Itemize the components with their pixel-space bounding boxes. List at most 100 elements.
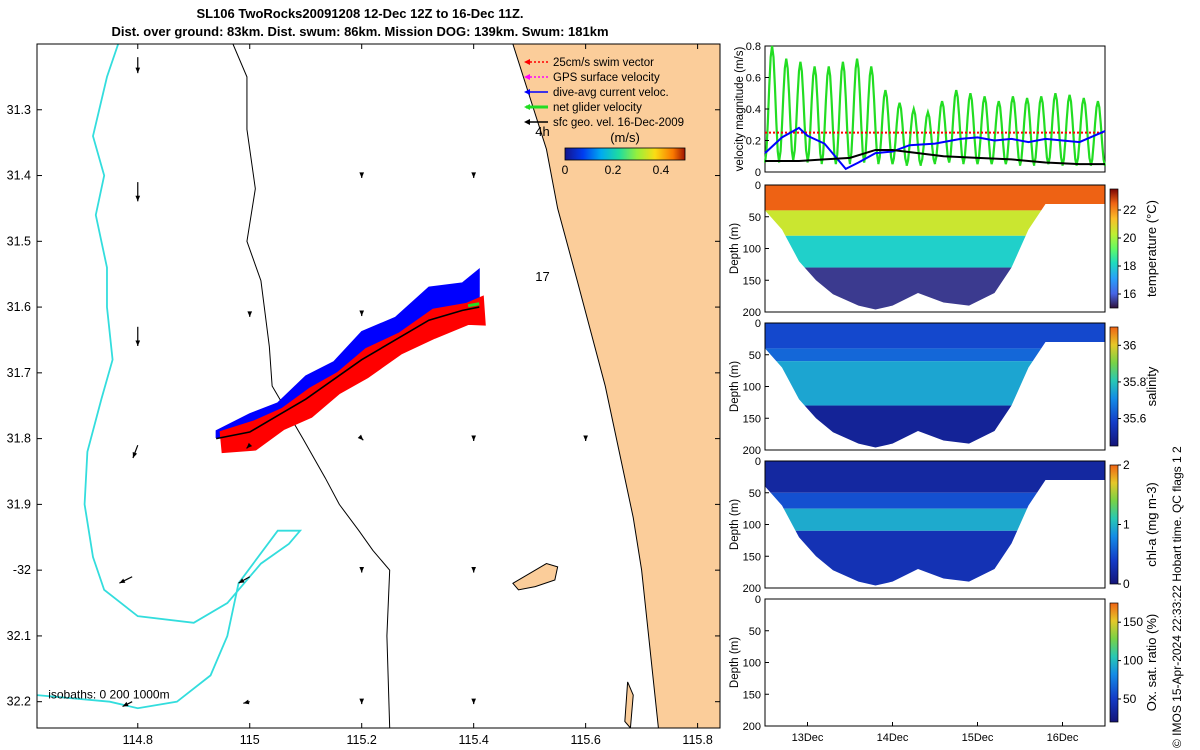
heatmap-y-tick-label-3-1: 50 <box>749 626 761 638</box>
net-glider-velocity <box>467 302 480 308</box>
footer-note: © IMOS 15-Apr-2024 22:33:22 Hobart time.… <box>1170 446 1184 748</box>
heatmap-layer-2-1 <box>765 492 1105 509</box>
legend-label-3: net glider velocity <box>553 102 642 114</box>
geo-vector-head-18 <box>471 698 477 705</box>
velocity-y-tick-label-4: 0.8 <box>746 41 761 53</box>
geo-vector-head-4 <box>119 578 126 584</box>
geo-vector-head-11 <box>359 310 365 317</box>
heatmap-y-tick-label-1-3: 150 <box>743 413 761 425</box>
velocity-y-tick-label-0: 0 <box>755 167 761 179</box>
map-y-tick-label-5: 31.8 <box>7 432 31 446</box>
heatmap-colorbar-tick-label-2-0: 0 <box>1123 577 1130 591</box>
map-annotation-2: isobaths: 0 200 1000m <box>48 687 169 701</box>
heatmap-y-tick-label-2-3: 150 <box>743 551 761 563</box>
heatmap-colorbar-2 <box>1109 464 1119 585</box>
heatmap-colorbar-label-0: temperature (°C) <box>1144 200 1159 297</box>
heatmap-y-tick-label-0-0: 0 <box>755 180 761 192</box>
heatmap-panel-2: 0 50 100 150 200 Depth (m) 0 1 2 chl-a (mg m-3) <box>729 456 1159 595</box>
heatmap-ylabel-3: Depth (m) <box>729 637 741 688</box>
colorbar <box>564 147 686 161</box>
coastline-land <box>512 44 720 728</box>
heatmap-colorbar-tick-label-3-2: 150 <box>1123 615 1143 629</box>
colorbar-tick-0: 0 <box>562 163 569 177</box>
heatmap-x-tick-label-1: 14Dec <box>877 732 909 744</box>
heatmap-y-tick-label-2-0: 0 <box>755 456 761 468</box>
map-y-tick-label-8: 32.1 <box>7 629 31 643</box>
map-frame <box>36 43 721 729</box>
legend-arrowhead-0 <box>524 59 530 65</box>
colorbar-tick-1: 0.2 <box>605 163 622 177</box>
heatmap-x-tick-label-0: 13Dec <box>792 732 824 744</box>
velocity-series-net-glider <box>763 45 1107 166</box>
geo-vector-head-6 <box>238 578 245 584</box>
geo-vector-head-0 <box>135 67 141 74</box>
heatmap-y-tick-label-1-2: 100 <box>743 382 761 394</box>
heatmap-panel-0: 0 50 100 150 200 Depth (m) 16 18 20 22 temperature… <box>729 180 1159 319</box>
heatmap-y-tick-label-0-4: 200 <box>743 307 761 319</box>
velocity-y-tick-label-3: 0.6 <box>746 73 761 85</box>
sfc-geo-vectors <box>119 57 588 708</box>
heatmap-colorbar-label-3: Ox. sat. ratio (%) <box>1144 614 1159 712</box>
chart-title: SL106 TwoRocks20091208 12-Dec 12Z to 16-… <box>196 6 524 21</box>
heatmap-colorbar-tick-label-1-2: 36 <box>1123 338 1137 352</box>
map-content: 4h 17 isobaths: 0 200 1000m <box>37 44 720 728</box>
heatmap-ylabel-2: Depth (m) <box>729 499 741 550</box>
map-x-tick-label-0: 114.8 <box>123 733 153 747</box>
heatmap-ylabel-1: Depth (m) <box>729 361 741 412</box>
legend-label-1: GPS surface velocity <box>553 72 660 84</box>
map-y-tick-label-4: 31.7 <box>7 366 31 380</box>
geo-vector-head-15 <box>471 172 477 178</box>
heatmap-y-tick-label-1-4: 200 <box>743 445 761 457</box>
heatmap-y-tick-label-2-4: 200 <box>743 583 761 595</box>
colorbar-label: (m/s) <box>610 130 640 145</box>
heatmap-colorbar-tick-label-2-1: 1 <box>1123 518 1130 532</box>
geo-vector-head-19 <box>583 435 588 442</box>
isobath-1000m <box>37 44 303 710</box>
heatmap-colorbar-label-1: salinity <box>1144 366 1159 406</box>
geo-vector-head-16 <box>471 435 477 442</box>
geo-vector-head-14 <box>359 698 365 705</box>
map-y-tick-label-6: 31.9 <box>7 497 31 511</box>
geo-vector-head-1 <box>135 195 141 202</box>
map-y-tick-label-0: 31.3 <box>7 103 31 117</box>
map-panel: 4h 17 isobaths: 0 200 1000m 25cm/s swim vec… <box>7 43 721 747</box>
heatmap-background-3 <box>765 599 1105 726</box>
heatmap-colorbar-tick-label-0-1: 18 <box>1123 259 1137 273</box>
heatmap-y-tick-label-0-2: 100 <box>743 244 761 256</box>
heatmap-colorbar-0 <box>1109 188 1119 309</box>
map-x-tick-label-4: 115.6 <box>570 733 600 747</box>
velocity-frame <box>764 45 1106 173</box>
geo-vector-head-3 <box>132 451 138 458</box>
map-x-tick-label-2: 115.2 <box>347 733 377 747</box>
velocity-series-2 <box>764 126 1106 171</box>
heatmap-colorbar-tick-label-3-0: 50 <box>1123 692 1137 706</box>
velocity-y-tick-label-2: 0.4 <box>746 104 761 116</box>
map-x-tick-label-3: 115.4 <box>458 733 488 747</box>
heatmap-y-tick-label-3-3: 150 <box>743 689 761 701</box>
legend-label-2: dive-avg current veloc. <box>553 87 669 99</box>
velocity-series-3 <box>765 148 1105 166</box>
geo-vector-head-13 <box>359 567 365 573</box>
map-x-tick-label-5: 115.8 <box>682 733 712 747</box>
geo-vector-head-10 <box>359 172 365 178</box>
geo-vector-head-17 <box>471 567 477 573</box>
swim-vector-envelope <box>219 295 486 454</box>
rottnest-island <box>512 563 559 591</box>
colorbar-tick-2: 0.4 <box>653 163 670 177</box>
legend-arrowhead-4 <box>524 119 530 125</box>
heatmap-x-tick-label-3: 16Dec <box>1047 732 1079 744</box>
heatmap-y-tick-label-2-1: 50 <box>749 488 761 500</box>
geo-vector-head-7 <box>243 699 250 705</box>
geo-vector-head-9 <box>247 311 253 317</box>
heatmap-y-tick-label-3-4: 200 <box>743 721 761 733</box>
geo-vector-head-12 <box>357 434 364 441</box>
legend-label-4: sfc geo. vel. 16-Dec-2009 <box>553 117 684 129</box>
heatmap-colorbar-tick-label-2-2: 2 <box>1123 458 1130 472</box>
map-y-tick-label-3: 31.6 <box>7 300 31 314</box>
heatmap-y-tick-label-3-0: 0 <box>755 594 761 606</box>
heatmap-colorbar-tick-label-1-0: 35.6 <box>1123 412 1147 426</box>
heatmap-y-tick-label-2-2: 100 <box>743 520 761 532</box>
geo-vector-head-5 <box>122 701 129 707</box>
